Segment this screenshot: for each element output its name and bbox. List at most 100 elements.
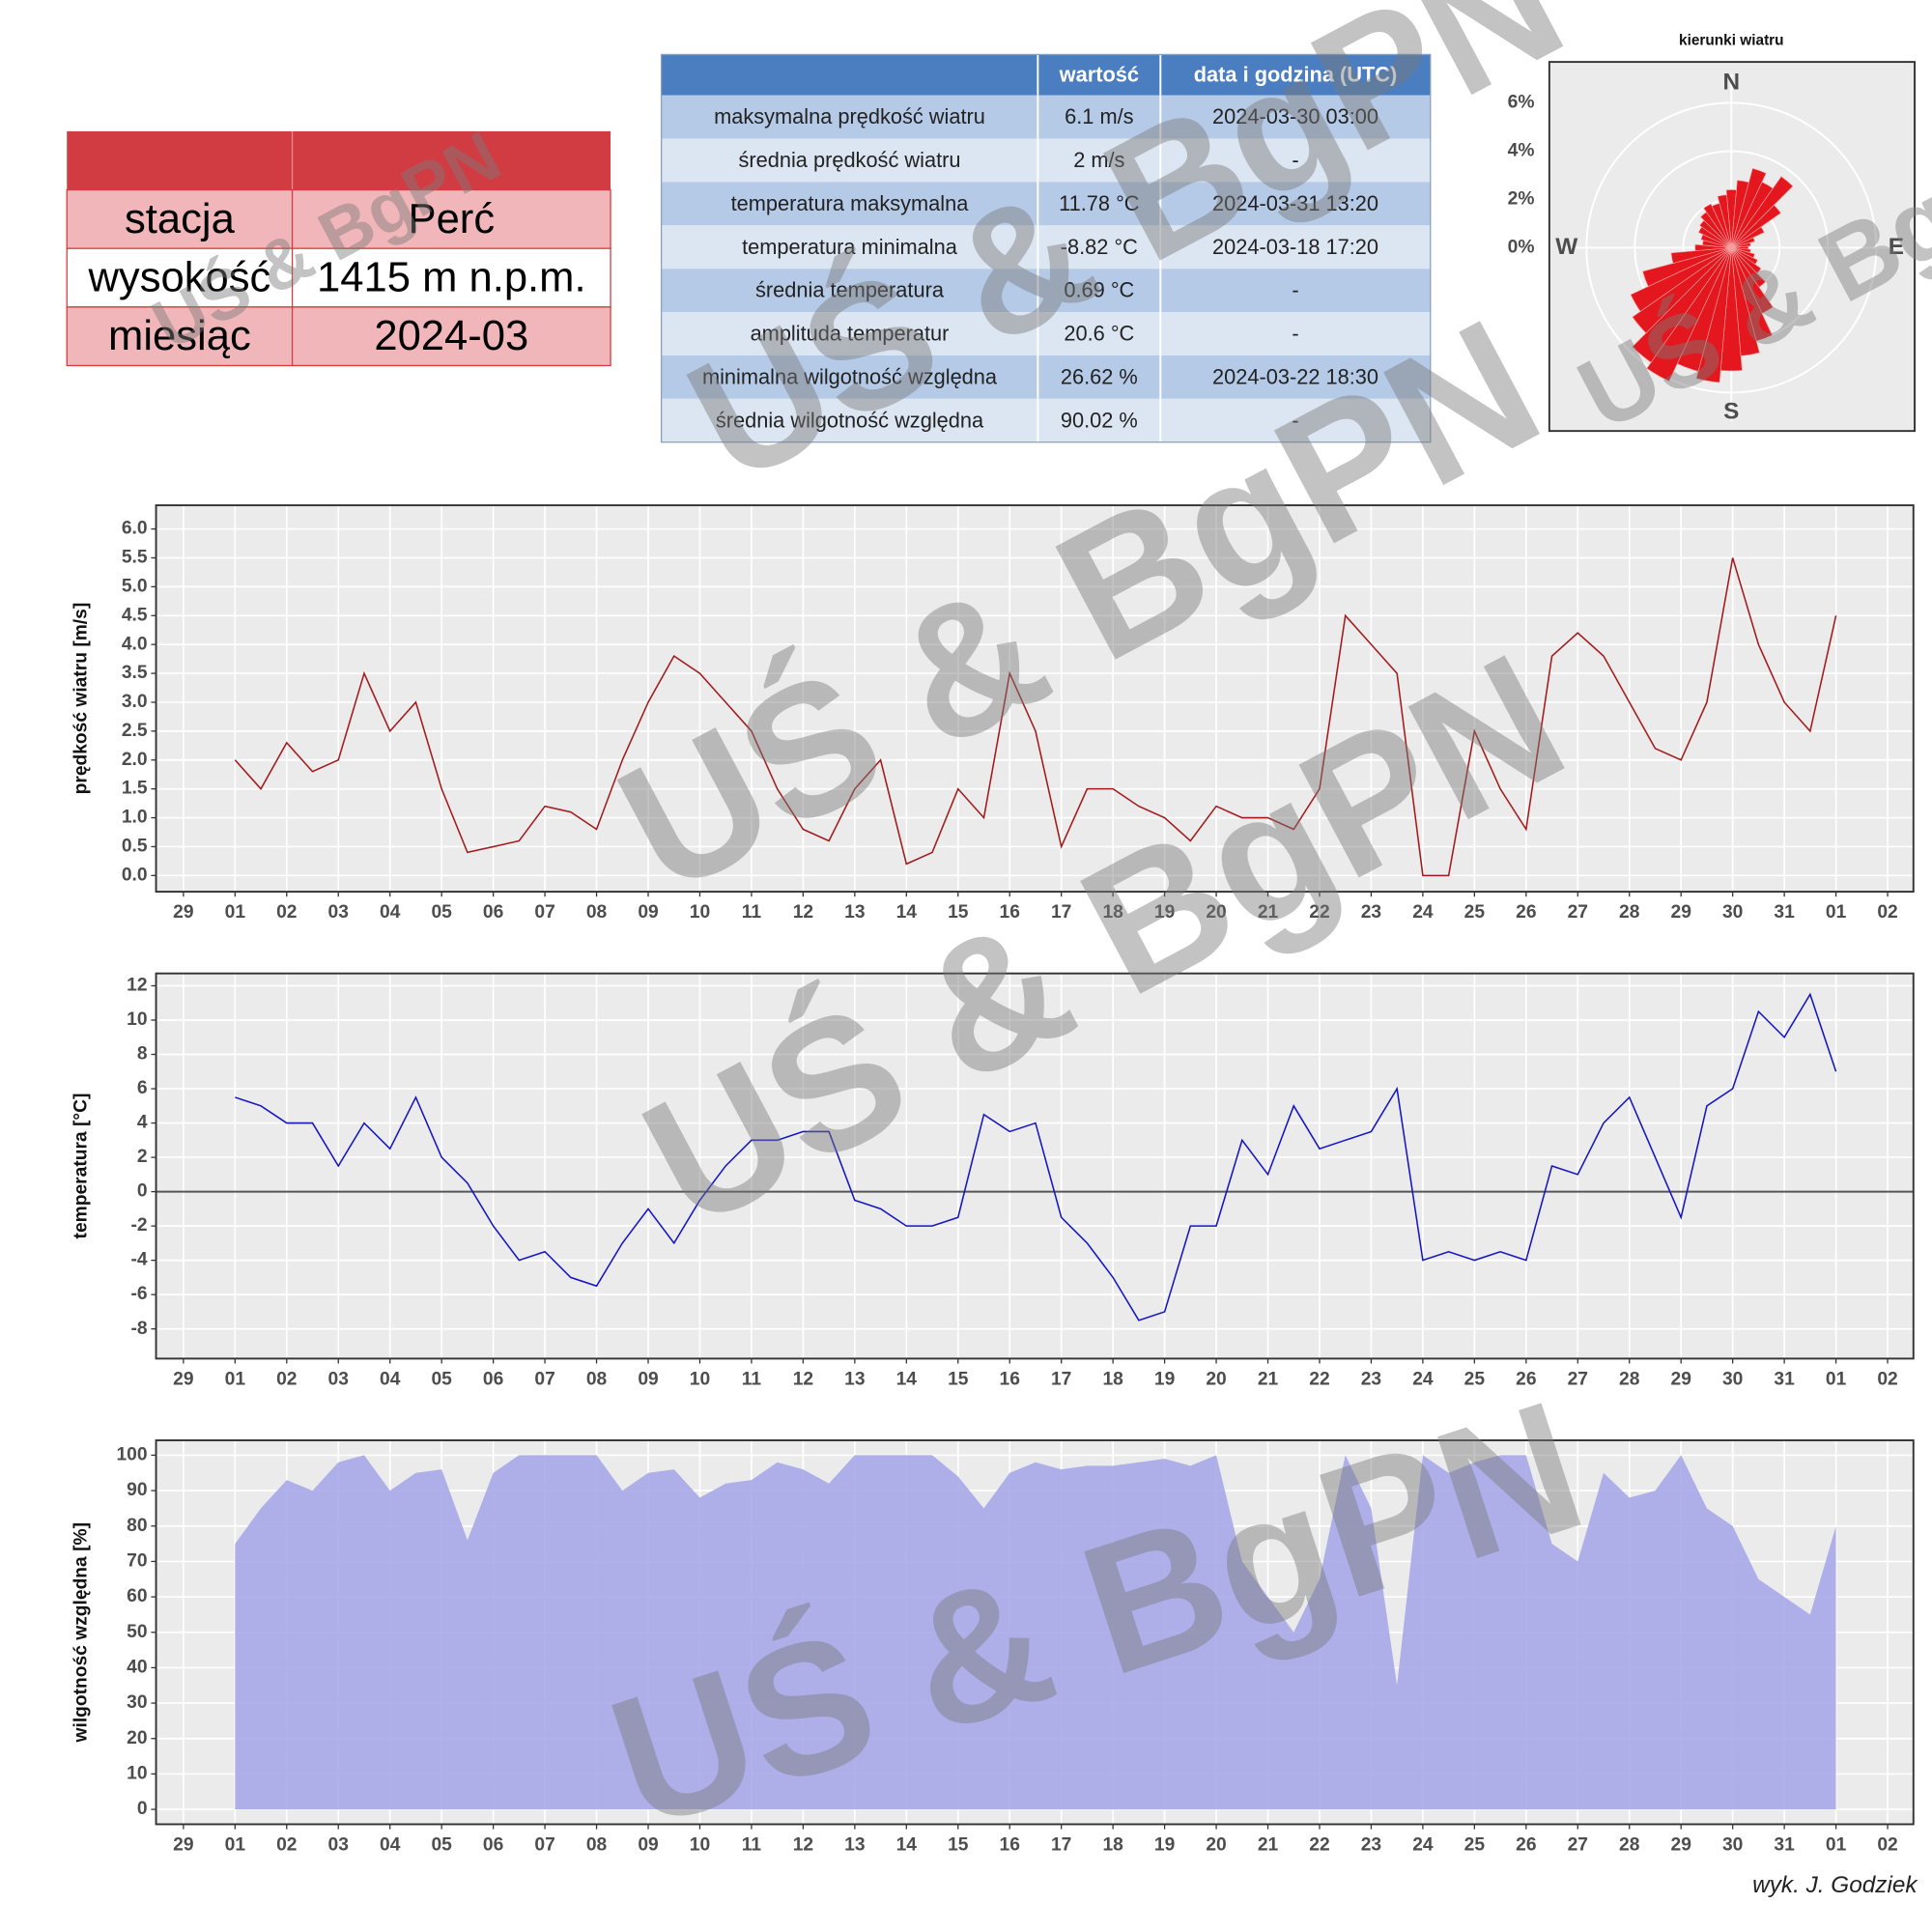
table-cell: amplituda temperatur [751, 322, 950, 346]
x-tick-label: 09 [638, 1369, 658, 1389]
x-tick-label: 30 [1722, 1834, 1743, 1855]
x-tick-label: 12 [793, 1369, 813, 1389]
r-tick-label: 4% [1508, 140, 1535, 160]
x-tick-label: 22 [1309, 1369, 1329, 1389]
y-tick-label: 50 [127, 1622, 147, 1642]
table-cell: miesiąc [108, 313, 251, 359]
y-tick-label: 80 [127, 1516, 147, 1536]
x-tick-label: 13 [844, 1369, 865, 1389]
y-tick-label: 8 [137, 1044, 148, 1065]
x-tick-label: 31 [1774, 902, 1795, 923]
x-tick-label: 18 [1102, 1834, 1123, 1855]
x-tick-label: 21 [1258, 1834, 1279, 1855]
x-tick-label: 30 [1722, 902, 1743, 923]
x-tick-label: 08 [586, 1834, 608, 1855]
table-row [661, 182, 1431, 226]
table-row [661, 225, 1431, 270]
data-line [235, 992, 1837, 1321]
wind-bar [1703, 203, 1732, 248]
x-tick-label: 06 [483, 1369, 503, 1389]
table-cell: maksymalna prędkość wiatru [714, 104, 985, 128]
x-tick-label: 27 [1568, 902, 1588, 923]
x-tick-label: 05 [431, 1369, 452, 1389]
x-tick-label: 01 [1826, 1834, 1847, 1855]
table-row [661, 398, 1431, 442]
x-tick-label: 02 [1877, 1369, 1897, 1389]
y-tick-label: 0 [137, 1799, 148, 1819]
x-tick-label: 01 [1826, 902, 1847, 923]
y-tick-label: -8 [130, 1319, 147, 1339]
y-tick-label: 2.5 [122, 721, 148, 741]
panel-border [155, 1439, 1915, 1826]
x-tick-label: 14 [896, 1834, 918, 1855]
x-tick-label: 14 [896, 902, 918, 923]
x-tick-label: 28 [1619, 902, 1640, 923]
x-tick-label: 29 [1671, 902, 1691, 923]
x-tick-label: 03 [328, 902, 349, 923]
x-tick-label: 25 [1464, 1369, 1486, 1389]
wind-bar [1731, 237, 1755, 248]
x-tick-label: 21 [1258, 1369, 1279, 1389]
y-tick-label: 100 [116, 1445, 147, 1465]
x-tick-label: 31 [1774, 1369, 1795, 1389]
wind-bar [1731, 242, 1751, 248]
x-tick-label: 20 [1206, 902, 1226, 923]
x-tick-label: 04 [380, 1834, 401, 1855]
x-tick-label: 22 [1309, 1834, 1329, 1855]
x-tick-label: 02 [276, 1369, 297, 1389]
x-tick-label: 02 [276, 902, 297, 923]
wind-bar [1646, 247, 1732, 383]
table-cell: - [1292, 148, 1298, 172]
x-tick-label: 19 [1154, 1369, 1175, 1389]
y-tick-label: 0 [137, 1181, 148, 1202]
header-cell: wartość [1059, 63, 1139, 87]
wind-bar [1717, 194, 1732, 248]
x-tick-label: 15 [948, 1834, 969, 1855]
x-tick-label: 24 [1412, 1834, 1434, 1855]
x-tick-label: 23 [1361, 1369, 1381, 1389]
x-tick-label: 12 [793, 1834, 813, 1855]
y-tick-label: 40 [127, 1657, 147, 1677]
direction-label: S [1723, 398, 1739, 424]
table-cell: 2024-03 [374, 313, 528, 359]
table-row [66, 247, 611, 308]
x-tick-label: 25 [1464, 902, 1486, 923]
y-axis-title: prędkość wiatru [m/s] [71, 603, 92, 795]
x-tick-label: 03 [328, 1834, 349, 1855]
table-header [67, 130, 611, 190]
y-tick-label: 1.0 [122, 808, 148, 828]
table-cell: 90.02 % [1061, 408, 1138, 432]
x-tick-label: 17 [1051, 902, 1071, 923]
x-tick-label: 06 [483, 1834, 503, 1855]
x-tick-label: 05 [431, 902, 452, 923]
wind-bar [1630, 247, 1732, 312]
table-row [661, 269, 1431, 313]
x-tick-label: 26 [1516, 902, 1536, 923]
y-tick-label: -6 [130, 1284, 147, 1304]
x-tick-label: 10 [690, 902, 710, 923]
table-cell: -8.82 °C [1061, 235, 1138, 259]
footer: wyk. J. Godziek [1752, 1872, 1918, 1898]
table-cell: - [1292, 322, 1298, 346]
table-cell: 0.69 °C [1064, 278, 1134, 302]
x-tick-label: 18 [1102, 1369, 1123, 1389]
x-tick-label: 04 [380, 902, 401, 923]
x-tick-label: 22 [1309, 902, 1329, 923]
wind-bar [1731, 204, 1781, 248]
y-tick-label: 6 [137, 1078, 148, 1098]
wind-bar [1731, 226, 1765, 248]
y-tick-label: 5.0 [122, 576, 148, 596]
table-cell: 2024-03-22 18:30 [1212, 364, 1378, 388]
table-cell: minimalna wilgotność względna [702, 364, 998, 388]
y-tick-label: 6.0 [122, 519, 148, 539]
x-tick-label: 11 [742, 1369, 762, 1389]
x-tick-label: 10 [690, 1834, 710, 1855]
x-tick-label: 15 [948, 1369, 969, 1389]
wind-bar [1731, 176, 1794, 248]
x-tick-label: 12 [793, 902, 813, 923]
y-tick-label: 5.5 [122, 548, 148, 568]
x-tick-label: 19 [1154, 1834, 1175, 1855]
y-tick-label: 60 [127, 1586, 147, 1606]
